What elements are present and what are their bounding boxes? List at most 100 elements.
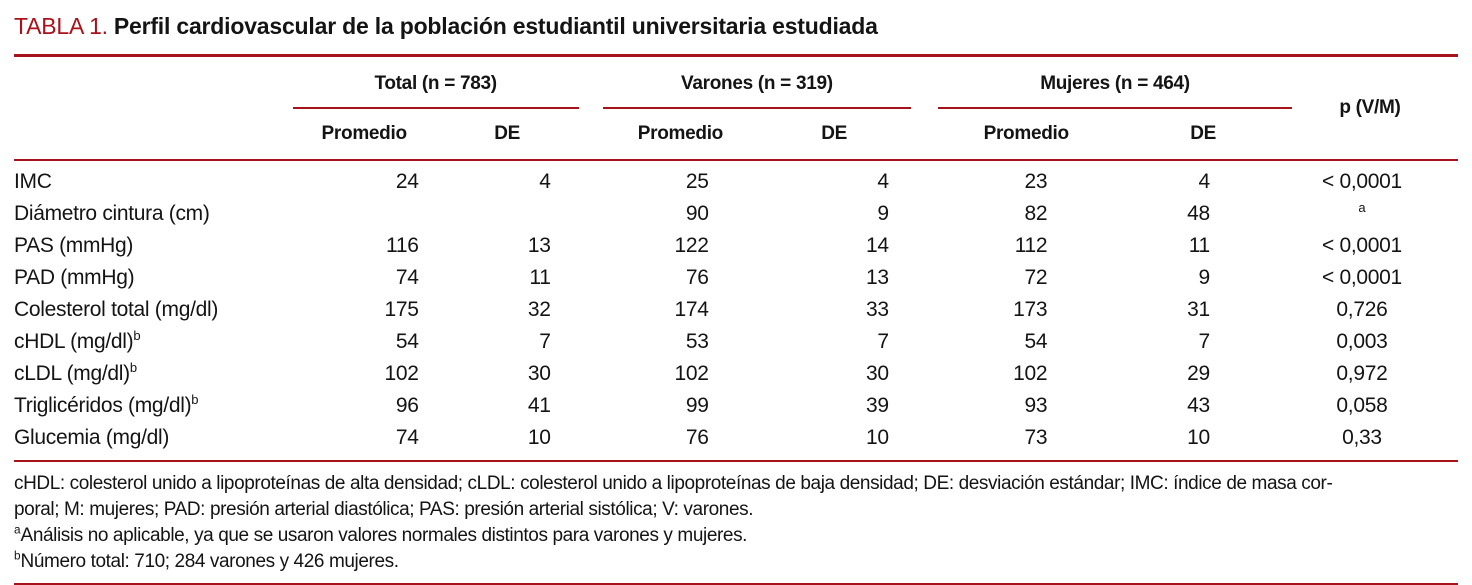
cell-text: PAD (mmHg) xyxy=(14,266,135,289)
cell-p-value: 0,726 xyxy=(1292,294,1458,326)
column-gap xyxy=(578,57,604,161)
cell-varones-promedio: 53 xyxy=(685,330,709,353)
cell-mujeres-de: 31 xyxy=(1187,298,1210,321)
cell-total-promedio: 74 xyxy=(292,422,436,462)
group-header-mujeres: Mujeres (n = 464) xyxy=(938,57,1292,109)
table-body: IMC 24 4 25 4 23 4 < 0,0001 Diámetro cintura (cm… xyxy=(14,160,1458,462)
cell-total-promedio: 102 xyxy=(384,362,419,385)
subheader-varones-de: DE xyxy=(757,108,911,161)
cell-varones-de: 7 xyxy=(877,330,889,353)
variable-column-header-empty xyxy=(14,57,293,161)
cell-total-promedio: 24 xyxy=(395,170,419,193)
table-row: cLDL (mg/dl)b 102 30 102 30 102 29 0,972 xyxy=(14,358,1458,390)
footnote-marker: a xyxy=(1358,200,1366,215)
cell-variable-label: cHDL (mg/dl)b xyxy=(14,326,293,358)
cell-total-de: 30 xyxy=(527,362,551,385)
cell-text: PAS (mmHg) xyxy=(14,234,134,257)
cell-mujeres-promedio: 23 xyxy=(1024,170,1048,193)
footnote-line: cHDL: colesterol unido a lipoproteínas d… xyxy=(14,471,1458,497)
cell-mujeres-de: 4 xyxy=(1198,170,1211,193)
cell-text: 0,972 xyxy=(1336,362,1388,385)
cell-total-de xyxy=(436,198,579,230)
table-caption: Perfil cardiovascular de la población es… xyxy=(113,13,878,39)
cell-p-value: < 0,0001 xyxy=(1292,160,1458,198)
column-gap xyxy=(911,262,938,294)
cell-total-de: 32 xyxy=(527,298,551,321)
cell-total-de: 4 xyxy=(539,170,551,193)
cell-mujeres-de: 10 xyxy=(1114,422,1292,462)
cell-text: Diámetro cintura (cm) xyxy=(14,202,210,225)
cell-varones-de: 30 xyxy=(865,362,889,385)
column-gap xyxy=(579,198,604,230)
footnote-text: poral; M: mujeres; PAD: presión arterial… xyxy=(14,499,754,520)
subheader-mujeres-de: DE xyxy=(1114,108,1292,161)
column-gap xyxy=(579,294,604,326)
cell-varones-promedio: 99 xyxy=(685,394,709,417)
column-gap xyxy=(579,358,604,390)
cell-total-promedio: 116 xyxy=(386,234,419,257)
cell-mujeres-de: 11 xyxy=(1188,234,1211,257)
cell-p-value: a xyxy=(1292,198,1458,230)
subheader-total-de: DE xyxy=(435,108,579,161)
cell-varones-promedio: 90 xyxy=(685,202,709,225)
group-header-total: Total (n = 783) xyxy=(292,57,579,109)
footnote-text: Número total: 710; 284 varones y 426 muj… xyxy=(20,551,399,572)
cell-varones-promedio: 76 xyxy=(603,422,758,462)
cell-p-value: 0,33 xyxy=(1291,422,1458,462)
footnote-marker: b xyxy=(129,360,138,375)
footnote-text: Análisis no aplicable, ya que se usaron … xyxy=(20,525,748,546)
table-row: Diámetro cintura (cm) 90 9 82 48 a xyxy=(14,198,1458,230)
cell-varones-de: 14 xyxy=(865,234,889,257)
cell-total-promedio: 175 xyxy=(384,298,419,321)
cell-varones-promedio: 25 xyxy=(685,170,709,193)
table-row: cHDL (mg/dl)b 54 7 53 7 54 7 0,003 xyxy=(14,326,1458,358)
footnote-text: cHDL: colesterol unido a lipoproteínas d… xyxy=(14,473,1333,494)
footnote-marker: b xyxy=(191,392,199,407)
cell-mujeres-promedio: 73 xyxy=(938,422,1115,462)
cell-p-value: < 0,0001 xyxy=(1292,230,1458,262)
cell-total-promedio: 96 xyxy=(395,394,419,417)
footnote-line: bNúmero total: 710; 284 varones y 426 mu… xyxy=(14,549,1458,575)
cell-variable-label: PAD (mmHg) xyxy=(14,262,293,294)
cell-mujeres-promedio: 72 xyxy=(1024,266,1048,289)
cell-text: Glucemia (mg/dl) xyxy=(14,426,170,449)
cell-text: 0,726 xyxy=(1336,298,1388,321)
cell-varones-promedio: 102 xyxy=(674,362,709,385)
table-row: PAS (mmHg) 116 13 122 14 112 11 < 0,0001 xyxy=(14,230,1458,262)
cell-mujeres-promedio: 82 xyxy=(1024,202,1048,225)
subheader-row: Promedio DE Promedio DE Promedio DE xyxy=(14,108,1458,161)
cell-varones-de: 10 xyxy=(757,422,911,462)
cell-text: < 0,0001 xyxy=(1321,170,1402,193)
cell-total-de: 11 xyxy=(529,266,551,289)
cell-p-value: 0,058 xyxy=(1292,390,1458,422)
cell-varones-promedio: 174 xyxy=(674,298,709,321)
column-gap xyxy=(579,262,604,294)
subheader-mujeres-promedio: Promedio xyxy=(938,108,1115,161)
cell-mujeres-promedio: 102 xyxy=(1013,362,1048,385)
table-header: Total (n = 783) Varones (n = 319) Mujere… xyxy=(14,57,1458,161)
table-row: Colesterol total (mg/dl) 175 32 174 33 173 31 0… xyxy=(14,294,1458,326)
cell-total-promedio: 74 xyxy=(395,266,419,289)
cell-mujeres-promedio: 173 xyxy=(1013,298,1048,321)
cell-text: cLDL (mg/dl) xyxy=(14,362,130,385)
column-gap xyxy=(911,160,938,198)
footnote-marker: a xyxy=(14,523,21,537)
table-title: TABLA 1. Perfil cardiovascular de la pobl… xyxy=(14,13,1458,40)
column-gap xyxy=(911,390,938,422)
column-gap xyxy=(579,230,604,262)
group-header-varones: Varones (n = 319) xyxy=(603,57,911,109)
cell-mujeres-de: 9 xyxy=(1198,266,1211,289)
cell-p-value: 0,972 xyxy=(1292,358,1458,390)
cell-mujeres-de: 29 xyxy=(1187,362,1210,385)
column-gap xyxy=(579,326,604,358)
table-number-label: TABLA 1. xyxy=(14,13,108,39)
cell-varones-promedio: 76 xyxy=(685,266,709,289)
cell-total-de: 13 xyxy=(527,234,551,257)
cell-variable-label: Colesterol total (mg/dl) xyxy=(14,294,293,326)
cell-p-value: 0,003 xyxy=(1292,326,1458,358)
cell-p-value: < 0,0001 xyxy=(1292,262,1458,294)
p-column-header: p (V/M) xyxy=(1291,57,1458,161)
cell-mujeres-promedio: 54 xyxy=(1024,330,1048,353)
cell-mujeres-de: 43 xyxy=(1187,394,1210,417)
